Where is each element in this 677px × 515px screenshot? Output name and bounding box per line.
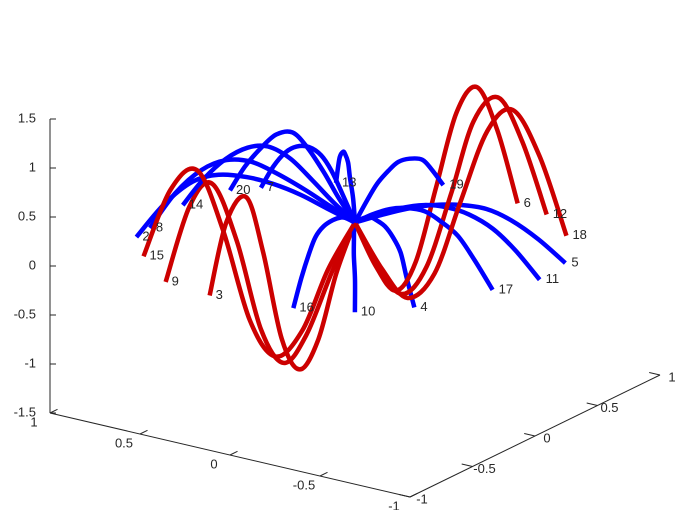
z-tick-label: 1.5 [18, 110, 36, 125]
curve-label: 5 [571, 255, 578, 270]
y-tick-label: 0 [543, 430, 550, 445]
curve [181, 143, 357, 225]
curve-label: 17 [499, 281, 513, 296]
curve-label: 16 [299, 300, 313, 315]
curve-label: 2 [142, 228, 149, 243]
curve-label: 12 [553, 206, 567, 221]
x-tick [229, 450, 238, 456]
y-tick [524, 432, 536, 437]
curve-label: 14 [189, 197, 203, 212]
y-tick-label: 0.5 [600, 400, 618, 415]
curve [141, 166, 357, 359]
z-tick-label: 1 [29, 159, 36, 174]
z-tick-label: 0 [29, 257, 36, 272]
curve [333, 149, 358, 223]
curve-label: 10 [361, 304, 375, 319]
y-tick-label: -0.5 [473, 461, 495, 476]
curve [352, 84, 520, 293]
x-tick [49, 408, 58, 414]
x-tick-label: -0.5 [293, 477, 315, 492]
x-tick-label: -1 [388, 498, 400, 510]
x-tick-label: 0 [210, 456, 217, 471]
x-tick-label: 1 [30, 414, 37, 429]
curve [354, 205, 495, 292]
curve [291, 215, 357, 309]
y-tick-label: 1 [668, 369, 675, 384]
x-tick [409, 492, 418, 498]
curve-label: 6 [524, 195, 531, 210]
curve [163, 180, 358, 366]
z-tick-label: -1 [24, 355, 36, 370]
curve-label: 19 [449, 177, 463, 192]
y-tick [586, 402, 598, 406]
curve-label: 9 [172, 273, 179, 288]
curve-label: 11 [546, 271, 560, 286]
curve-label: 3 [216, 287, 223, 302]
curve-label: 15 [150, 248, 164, 263]
curve [353, 156, 446, 224]
curve-label: 4 [420, 299, 427, 314]
x-tick [319, 471, 328, 477]
y-tick [399, 493, 411, 498]
curve-label: 8 [156, 219, 163, 234]
curve-label: 13 [342, 174, 356, 189]
curve [351, 214, 358, 313]
curve-label: 7 [267, 179, 274, 194]
x-tick [139, 429, 148, 435]
y-tick [461, 463, 473, 467]
z-tick-label: -0.5 [14, 306, 36, 321]
curve-label: 20 [236, 182, 250, 197]
z-tick-label: 0.5 [18, 208, 36, 223]
curve [148, 157, 357, 230]
curve-label: 18 [572, 227, 586, 242]
curve [207, 193, 358, 372]
y-tick [649, 371, 661, 376]
curve [228, 129, 357, 224]
curve [353, 106, 569, 301]
y-tick-label: -1 [416, 491, 428, 506]
x-tick-label: 0.5 [115, 435, 133, 450]
z-tick-label: -1.5 [14, 404, 36, 419]
curve [352, 94, 549, 297]
